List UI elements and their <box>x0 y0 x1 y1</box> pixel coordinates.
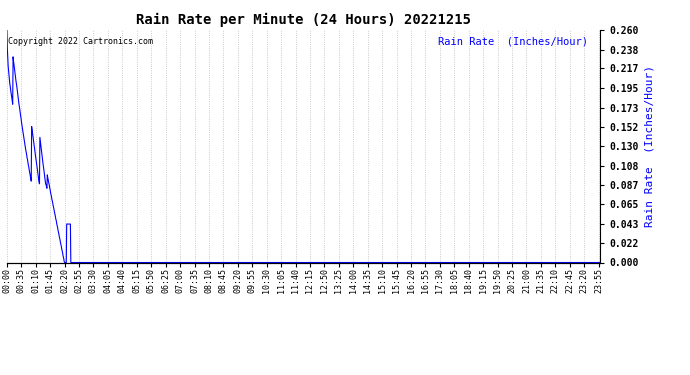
Title: Rain Rate per Minute (24 Hours) 20221215: Rain Rate per Minute (24 Hours) 20221215 <box>136 13 471 27</box>
Text: Copyright 2022 Cartronics.com: Copyright 2022 Cartronics.com <box>8 37 153 46</box>
Y-axis label: Rain Rate  (Inches/Hour): Rain Rate (Inches/Hour) <box>644 65 654 227</box>
Text: Rain Rate  (Inches/Hour): Rain Rate (Inches/Hour) <box>438 37 589 47</box>
